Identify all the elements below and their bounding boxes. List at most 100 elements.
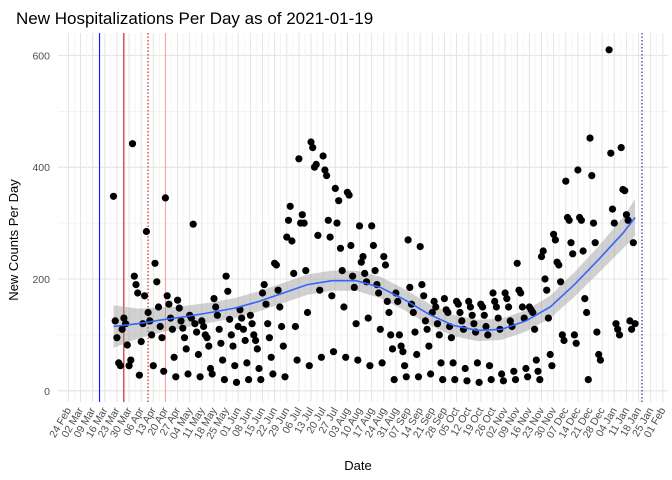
data-point	[492, 303, 500, 311]
data-point	[390, 376, 398, 384]
data-point	[118, 325, 126, 333]
data-point	[470, 320, 478, 328]
data-point	[421, 317, 429, 325]
data-point	[191, 320, 199, 328]
data-point	[236, 306, 244, 314]
data-point	[148, 331, 156, 339]
data-point	[536, 376, 544, 384]
data-point	[335, 197, 343, 205]
data-point	[520, 314, 528, 322]
data-point	[109, 192, 118, 200]
data-point	[413, 350, 421, 359]
data-point	[376, 325, 384, 333]
smooth-trend	[113, 217, 636, 332]
data-point	[302, 267, 310, 275]
data-point	[226, 315, 234, 323]
data-point	[279, 342, 287, 350]
data-point	[385, 308, 393, 317]
data-point	[200, 322, 208, 331]
data-point	[137, 338, 145, 346]
data-point	[539, 247, 547, 255]
data-point	[381, 261, 390, 269]
data-point	[513, 259, 521, 267]
data-point	[432, 303, 440, 311]
data-point	[206, 364, 215, 373]
data-point	[227, 331, 235, 339]
data-point	[215, 325, 223, 333]
data-point	[510, 367, 518, 375]
data-point	[430, 297, 438, 305]
data-point	[505, 303, 513, 311]
y-axis-ticks: 0 200 400 600	[32, 50, 50, 397]
data-point	[300, 219, 308, 227]
data-point	[128, 140, 137, 148]
confidence-band	[113, 199, 636, 348]
data-point	[364, 314, 372, 322]
data-point	[278, 322, 286, 331]
data-point	[175, 304, 183, 312]
data-point	[338, 267, 346, 275]
data-point	[245, 376, 253, 384]
data-point	[224, 287, 232, 295]
data-point	[449, 359, 457, 367]
data-point	[605, 46, 613, 54]
data-point	[316, 286, 324, 294]
data-point	[522, 364, 530, 373]
data-point	[608, 205, 617, 213]
data-point	[498, 370, 506, 378]
y-tick-label: 600	[32, 50, 50, 62]
data-point	[461, 364, 469, 373]
data-point	[624, 216, 632, 224]
data-point	[205, 342, 213, 350]
data-point	[456, 308, 464, 317]
data-point	[402, 373, 410, 381]
data-point	[350, 283, 358, 291]
data-point	[366, 362, 374, 370]
data-point	[286, 202, 294, 210]
data-point	[232, 378, 241, 386]
data-point	[220, 376, 228, 384]
data-point	[444, 308, 452, 317]
data-point	[212, 303, 220, 311]
data-point	[321, 166, 329, 174]
data-point	[203, 334, 211, 342]
data-point	[179, 324, 187, 332]
data-point	[387, 331, 395, 339]
data-point	[182, 345, 190, 353]
data-point	[257, 376, 265, 384]
data-point	[231, 362, 239, 370]
data-point	[357, 258, 365, 266]
data-point	[427, 370, 435, 378]
data-point	[615, 331, 624, 339]
data-point	[134, 289, 142, 297]
data-point	[617, 144, 625, 152]
x-axis-title: Date	[344, 458, 371, 473]
data-point	[610, 219, 618, 227]
data-point	[284, 216, 293, 224]
data-point	[323, 172, 331, 180]
data-point	[156, 322, 164, 331]
data-point	[309, 144, 317, 152]
data-point	[170, 353, 178, 361]
data-point	[414, 373, 423, 381]
data-point	[161, 194, 169, 202]
data-point	[312, 160, 320, 168]
data-point	[272, 261, 280, 269]
data-point	[423, 325, 431, 333]
data-point	[628, 325, 636, 333]
data-point	[399, 348, 407, 356]
data-point	[375, 289, 383, 297]
data-point	[281, 373, 289, 381]
data-point	[394, 297, 402, 305]
data-point	[336, 244, 345, 252]
data-point	[258, 289, 267, 297]
data-point	[276, 303, 284, 311]
data-point	[163, 292, 171, 300]
data-point	[144, 308, 152, 317]
data-point	[113, 334, 121, 342]
data-point	[368, 222, 376, 230]
data-point	[160, 367, 168, 375]
data-point	[194, 350, 202, 359]
